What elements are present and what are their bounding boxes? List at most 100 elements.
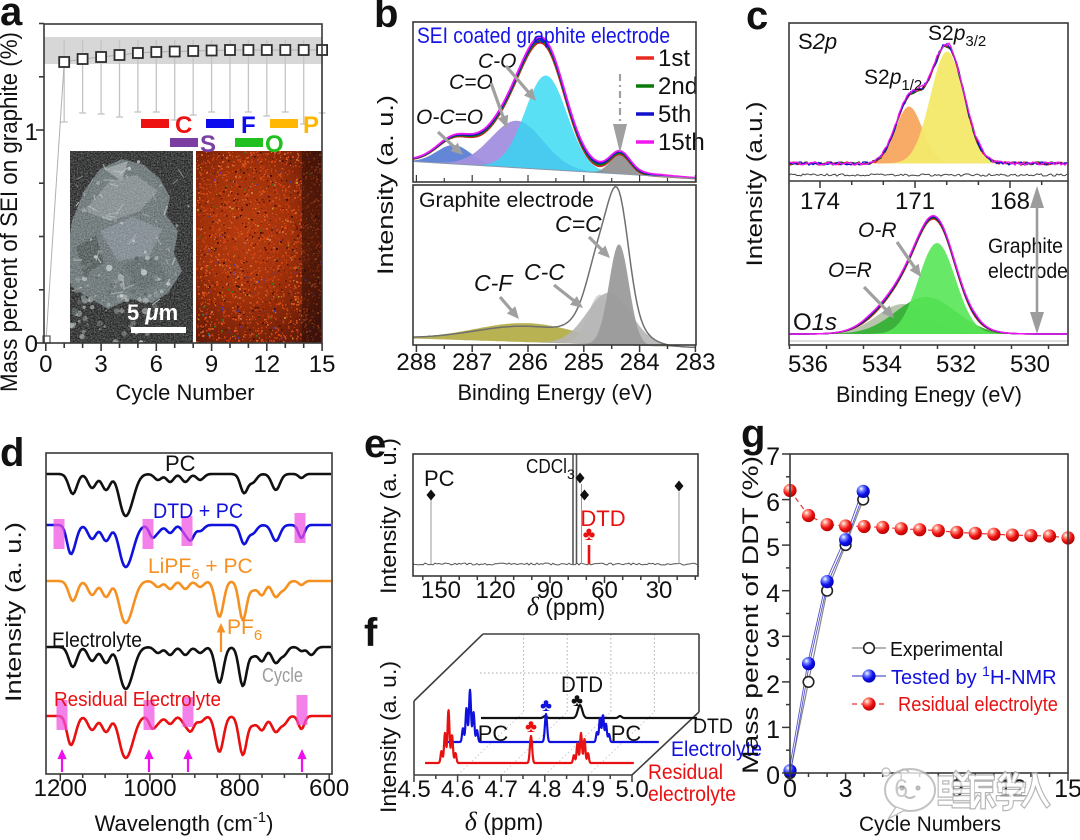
svg-text:4.9: 4.9	[572, 776, 605, 803]
svg-text:Cycle: Cycle	[262, 665, 303, 687]
svg-text:CDCl: CDCl	[526, 456, 567, 478]
svg-text:Intensity (a. u.): Intensity (a. u.)	[376, 661, 401, 813]
svg-text:PC: PC	[165, 451, 196, 476]
svg-text:1: 1	[766, 716, 780, 744]
svg-text:electrolyte: electrolyte	[648, 783, 736, 806]
svg-text:0: 0	[25, 331, 38, 358]
svg-text:286: 286	[508, 349, 548, 376]
svg-text:c: c	[746, 0, 768, 38]
svg-text:LiPF6 + PC: LiPF6 + PC	[148, 555, 253, 583]
svg-text:534: 534	[862, 351, 902, 378]
svg-text:5.0: 5.0	[615, 776, 648, 803]
svg-text:536: 536	[788, 351, 828, 378]
svg-text:120: 120	[475, 577, 515, 604]
svg-text:O-C=O: O-C=O	[416, 106, 483, 129]
svg-text:d: d	[0, 431, 24, 475]
svg-text:S: S	[200, 131, 216, 158]
svg-text:600: 600	[309, 775, 349, 802]
svg-text:0: 0	[39, 351, 52, 378]
svg-text:P: P	[303, 112, 319, 139]
svg-text:♣: ♣	[571, 690, 583, 710]
svg-text:Intensity (a. u.): Intensity (a. u.)	[373, 95, 398, 275]
svg-text:30: 30	[646, 577, 673, 604]
svg-text:δ (ppm): δ (ppm)	[465, 807, 544, 836]
svg-text:2: 2	[766, 671, 780, 699]
svg-text:Electrolyte: Electrolyte	[52, 629, 142, 652]
svg-text:288: 288	[396, 349, 436, 376]
svg-text:Mass percent of DDT (%): Mass percent of DDT (%)	[738, 456, 763, 774]
svg-text:C-C: C-C	[524, 259, 565, 285]
svg-text:174: 174	[800, 188, 840, 215]
svg-text:168: 168	[990, 188, 1030, 215]
svg-text:15th: 15th	[658, 129, 705, 156]
svg-text:800: 800	[220, 775, 260, 802]
svg-text:Residual electrolyte: Residual electrolyte	[898, 694, 1058, 716]
svg-text:283: 283	[675, 349, 715, 376]
svg-text:Intensity (a. u.): Intensity (a. u.)	[1, 522, 26, 702]
svg-text:Wavelength (cm-1): Wavelength (cm-1)	[95, 809, 274, 836]
svg-text:284: 284	[620, 349, 660, 376]
svg-text:4.6: 4.6	[441, 776, 474, 803]
svg-text:Graphite electrode: Graphite electrode	[419, 189, 594, 212]
svg-text:3: 3	[839, 775, 853, 803]
svg-text:6: 6	[150, 351, 163, 378]
svg-text:Cycle Number: Cycle Number	[116, 380, 255, 405]
svg-text:O1s: O1s	[793, 309, 837, 336]
svg-text:e: e	[364, 422, 386, 466]
svg-text:C=O: C=O	[449, 71, 493, 94]
svg-text:1000: 1000	[123, 775, 176, 802]
svg-text:♣: ♣	[525, 716, 537, 736]
svg-text:DTD: DTD	[561, 672, 603, 697]
svg-text:SEI coated graphite electrode: SEI coated graphite electrode	[417, 23, 670, 48]
svg-text:DTD: DTD	[580, 506, 625, 531]
svg-text:Tested by 1H-NMR: Tested by 1H-NMR	[891, 663, 1057, 689]
svg-text:4.5: 4.5	[397, 776, 430, 803]
svg-text:PC: PC	[478, 721, 509, 746]
svg-text:O: O	[265, 131, 284, 158]
svg-text:532: 532	[936, 351, 976, 378]
svg-text:δ (ppm): δ (ppm)	[527, 592, 606, 621]
svg-text:Residual Electrolyte: Residual Electrolyte	[54, 689, 221, 711]
svg-text:PC: PC	[611, 721, 642, 746]
svg-text:5 μm: 5 μm	[127, 300, 178, 325]
svg-text:2nd: 2nd	[658, 73, 698, 100]
svg-text:530: 530	[1010, 351, 1050, 378]
svg-text:PC: PC	[424, 466, 455, 491]
svg-text:9: 9	[205, 351, 218, 378]
svg-text:150: 150	[421, 577, 461, 604]
svg-text:3: 3	[766, 625, 780, 653]
svg-text:171: 171	[895, 188, 935, 215]
svg-text:1200: 1200	[34, 775, 87, 802]
svg-text:0: 0	[783, 775, 797, 803]
svg-text:S2p1/2: S2p1/2	[864, 66, 922, 94]
svg-text:♣: ♣	[540, 695, 552, 715]
svg-text:O-R: O-R	[858, 219, 897, 242]
svg-text:♣: ♣	[583, 524, 595, 545]
svg-text:12: 12	[253, 351, 280, 378]
svg-text:7: 7	[766, 443, 780, 471]
svg-text:90: 90	[537, 577, 564, 604]
svg-text:C: C	[175, 112, 192, 139]
svg-text:15: 15	[309, 351, 336, 378]
svg-text:S2p3/2: S2p3/2	[928, 22, 986, 50]
svg-text:Binding Enegy (eV): Binding Enegy (eV)	[836, 382, 1022, 407]
svg-text:4: 4	[766, 580, 780, 608]
svg-text:Electrolyte: Electrolyte	[671, 738, 762, 761]
svg-text:Experimental: Experimental	[890, 639, 1003, 661]
svg-text:287: 287	[452, 349, 492, 376]
svg-text:PF6: PF6	[227, 616, 262, 644]
svg-text:F: F	[241, 112, 256, 139]
svg-text:Intensity (a. u.): Intensity (a. u.)	[376, 438, 401, 594]
svg-text:DTD: DTD	[693, 715, 733, 738]
svg-text:1st: 1st	[658, 45, 690, 72]
svg-text:C=C: C=C	[555, 211, 602, 237]
svg-text:g: g	[741, 412, 765, 456]
svg-text:O=R: O=R	[828, 259, 872, 282]
svg-text:4.7: 4.7	[485, 776, 518, 803]
svg-text:5th: 5th	[658, 101, 691, 128]
svg-text:DTD + PC: DTD + PC	[153, 500, 243, 523]
svg-text:Cycle Numbers: Cycle Numbers	[859, 813, 1001, 836]
svg-text:Intensity (a.u.): Intensity (a.u.)	[742, 102, 767, 267]
svg-text:S2p: S2p	[798, 29, 837, 54]
svg-text:6: 6	[766, 489, 780, 517]
